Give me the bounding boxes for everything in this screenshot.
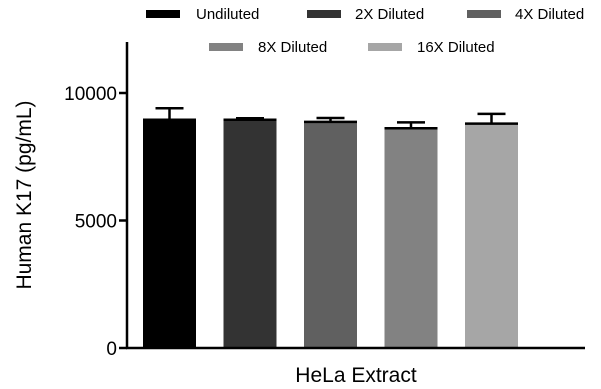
bar-16x-diluted [465,123,518,348]
legend-swatch [209,43,243,51]
y-tick-label: 5000 [75,212,117,233]
legend-label: Undiluted [196,6,259,23]
bar-2x-diluted [223,119,277,349]
error-bars [143,107,518,130]
x-axis-title: HeLa Extract [295,364,417,387]
y-tick-label: 10000 [64,84,117,105]
y-ticks: 0 5000 10000 [64,84,127,360]
legend-label: 16X Diluted [417,39,495,56]
y-axis-title: Human K17 (pg/mL) [13,100,36,289]
legend: Undiluted 2X Diluted 4X Diluted 8X Diluted 1… [146,6,584,56]
legend-swatch [146,10,180,18]
bar-undiluted [143,119,196,349]
legend-label: 8X Diluted [258,39,327,56]
bar-8x-diluted [384,128,438,348]
legend-label: 2X Diluted [355,6,424,23]
bar-4x-diluted [304,121,357,348]
y-tick-label: 0 [106,339,117,360]
legend-swatch [467,10,501,18]
legend-swatch [368,43,402,51]
legend-swatch [307,10,341,18]
legend-label: 4X Diluted [515,6,584,23]
bars [143,119,518,349]
